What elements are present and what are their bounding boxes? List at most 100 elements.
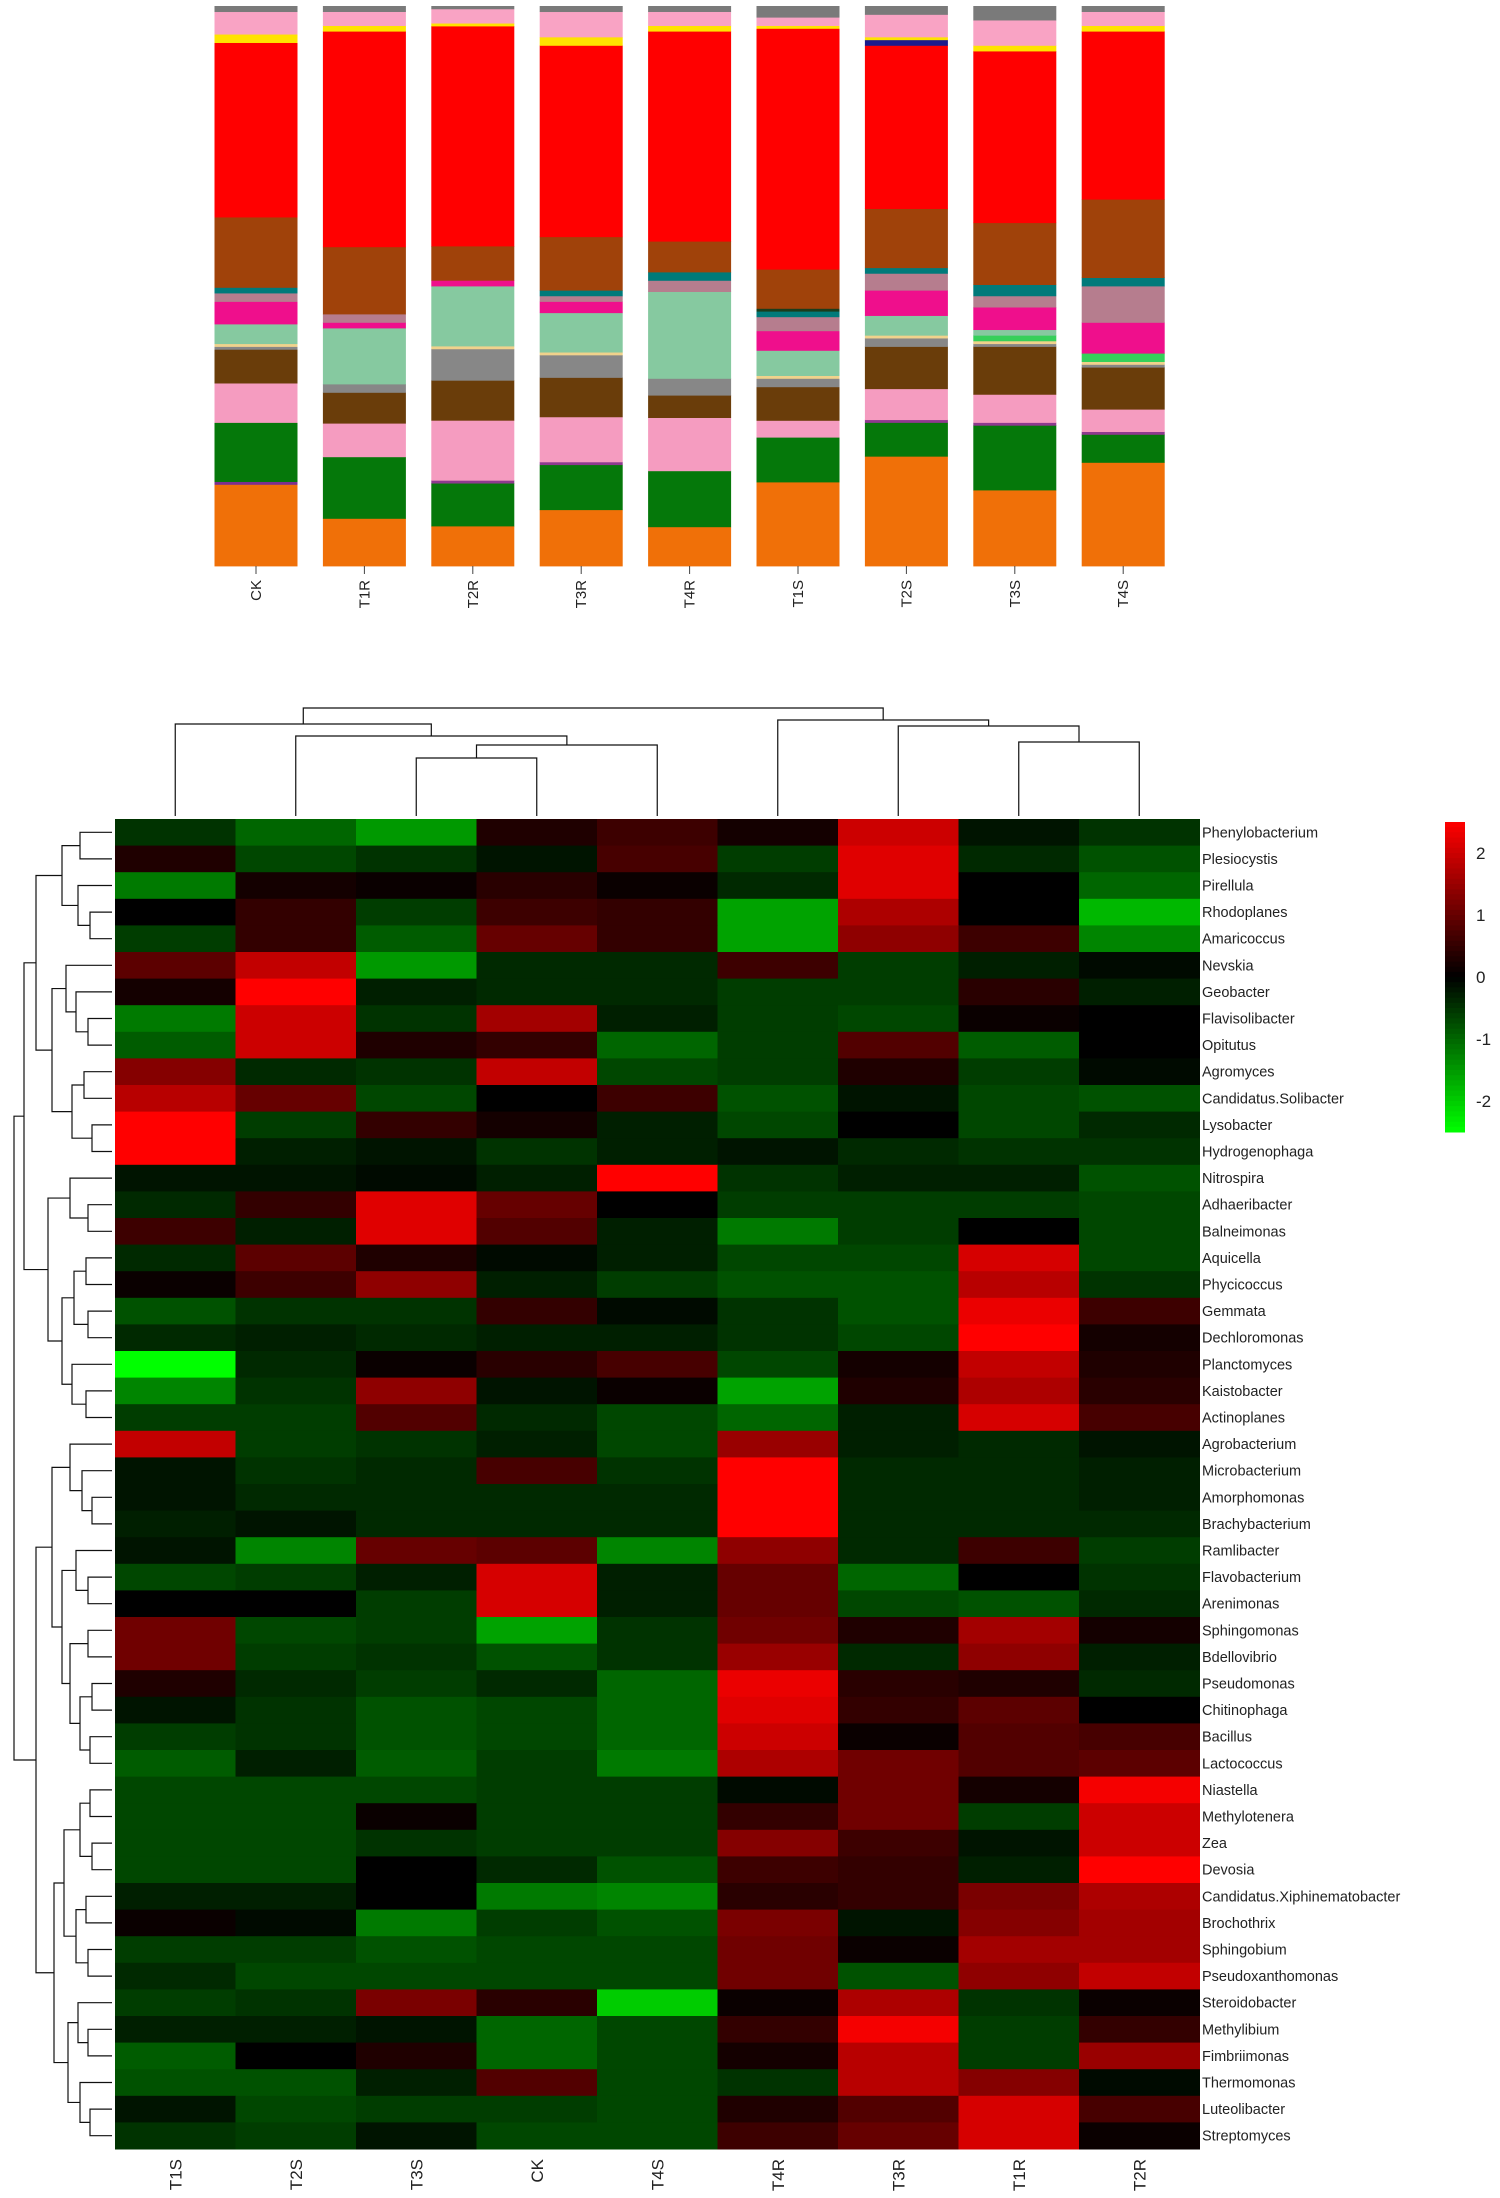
heatmap-cell bbox=[1079, 952, 1200, 980]
heatmap-cell bbox=[717, 1643, 839, 1671]
bar-segment bbox=[322, 518, 406, 567]
heatmap-cell bbox=[476, 2069, 598, 2097]
heatmap-cell bbox=[235, 898, 357, 926]
color-key-step bbox=[1445, 1121, 1465, 1128]
heatmap-cell bbox=[838, 1909, 959, 1937]
color-key-step bbox=[1445, 930, 1465, 937]
heatmap-cell bbox=[838, 2122, 959, 2150]
bar-segment bbox=[648, 526, 732, 567]
bar-segment bbox=[322, 322, 406, 329]
row-label: Actinoplanes bbox=[1202, 1411, 1285, 1427]
x-tick-label: T4R bbox=[682, 580, 699, 609]
heatmap-cell bbox=[356, 1563, 477, 1591]
heatmap-cell bbox=[476, 1856, 598, 1884]
bar-segment bbox=[214, 481, 298, 485]
heatmap-cell bbox=[958, 2042, 1080, 2070]
row-label: Amorphomonas bbox=[1202, 1490, 1304, 1506]
heatmap-cell bbox=[717, 1058, 839, 1086]
color-key-step bbox=[1445, 873, 1465, 880]
bar-segment bbox=[322, 314, 406, 323]
bar-segment bbox=[864, 39, 948, 46]
heatmap-cell bbox=[1079, 1244, 1200, 1272]
color-key-tick-label: 2 bbox=[1476, 844, 1485, 863]
heatmap-cell bbox=[1079, 1617, 1200, 1645]
heatmap-cell bbox=[958, 952, 1080, 980]
dendrogram-branch bbox=[475, 744, 658, 816]
heatmap-cell bbox=[356, 845, 477, 873]
color-key-step bbox=[1445, 1054, 1465, 1061]
heatmap-cell bbox=[235, 1111, 357, 1139]
row-label: Devosia bbox=[1202, 1863, 1255, 1879]
heatmap-cell bbox=[476, 1085, 598, 1113]
heatmap-cell bbox=[115, 2042, 236, 2070]
heatmap-cell bbox=[235, 1138, 357, 1166]
row-label: Fimbriimonas bbox=[1202, 2049, 1289, 2065]
heatmap-cell bbox=[838, 1563, 959, 1591]
heatmap-cell bbox=[958, 819, 1080, 847]
heatmap-cell bbox=[597, 1670, 718, 1698]
color-key-step bbox=[1445, 842, 1465, 849]
color-key-step bbox=[1445, 832, 1465, 838]
row-label: Lysobacter bbox=[1202, 1118, 1273, 1134]
heatmap-cell bbox=[958, 1058, 1080, 1086]
heatmap-cell bbox=[597, 1111, 718, 1139]
bar-segment bbox=[322, 6, 406, 12]
heatmap-cell bbox=[717, 1031, 839, 1059]
bar-segment bbox=[1081, 361, 1165, 365]
heatmap-cell bbox=[1079, 1324, 1200, 1352]
heatmap-cell bbox=[1079, 1776, 1200, 1804]
bar-segment bbox=[214, 34, 298, 43]
heatmap-cell bbox=[1079, 872, 1200, 900]
bar-segment bbox=[431, 6, 515, 10]
x-tick-label: CK bbox=[248, 580, 265, 601]
bar-segment bbox=[1081, 364, 1165, 368]
heatmap-cell bbox=[476, 1537, 598, 1565]
row-label: Flavisolibacter bbox=[1202, 1012, 1295, 1028]
row-label: Pseudoxanthomonas bbox=[1202, 1969, 1338, 1985]
dendrogram-branch bbox=[35, 874, 62, 1051]
heatmap-cell bbox=[597, 1404, 718, 1432]
heatmap-cell bbox=[476, 1218, 598, 1246]
heatmap-cell bbox=[235, 1563, 357, 1591]
heatmap-cell bbox=[235, 1537, 357, 1565]
heatmap-cell bbox=[1079, 1457, 1200, 1485]
heatmap-cell bbox=[717, 1191, 839, 1219]
heatmap-cell bbox=[838, 925, 959, 953]
heatmap-cell bbox=[597, 845, 718, 873]
heatmap-cell bbox=[597, 1962, 718, 1990]
heatmap-cell bbox=[717, 2122, 839, 2150]
heatmap-cell bbox=[356, 1617, 477, 1645]
heatmap-cell bbox=[476, 2095, 598, 2123]
dendrogram-branch bbox=[87, 1629, 112, 1658]
heatmap-cell bbox=[958, 1537, 1080, 1565]
heatmap-cell bbox=[235, 1457, 357, 1485]
heatmap-cell bbox=[717, 1244, 839, 1272]
heatmap-cell bbox=[597, 1218, 718, 1246]
bar-segment bbox=[431, 246, 515, 281]
row-label: Candidatus.Xiphinematobacter bbox=[1202, 1889, 1400, 1905]
heatmap-cell bbox=[356, 898, 477, 926]
heatmap-cell bbox=[115, 898, 236, 926]
heatmap-cell bbox=[958, 1936, 1080, 1964]
heatmap-cell bbox=[476, 925, 598, 953]
bar-segment bbox=[864, 208, 948, 269]
color-key-step bbox=[1445, 1044, 1465, 1050]
heatmap-cell bbox=[717, 952, 839, 980]
heatmap-cell bbox=[1079, 1696, 1200, 1724]
bar-segment bbox=[431, 480, 515, 484]
bar-segment bbox=[322, 392, 406, 424]
heatmap-cell bbox=[356, 1324, 477, 1352]
heatmap-cell bbox=[476, 1191, 598, 1219]
bar-segment bbox=[648, 291, 732, 379]
heatmap-cell bbox=[356, 1085, 477, 1113]
heatmap-cell bbox=[235, 1856, 357, 1884]
heatmap-cell bbox=[115, 1909, 236, 1937]
dendrogram-branch bbox=[87, 1204, 112, 1232]
color-key-step bbox=[1445, 977, 1465, 983]
heatmap-cell bbox=[1079, 1962, 1200, 1990]
heatmap-cell bbox=[235, 1590, 357, 1618]
heatmap-cell bbox=[235, 1776, 357, 1804]
heatmap-cell bbox=[356, 1670, 477, 1698]
heatmap-cell bbox=[717, 1962, 839, 1990]
heatmap-cell bbox=[235, 1058, 357, 1086]
